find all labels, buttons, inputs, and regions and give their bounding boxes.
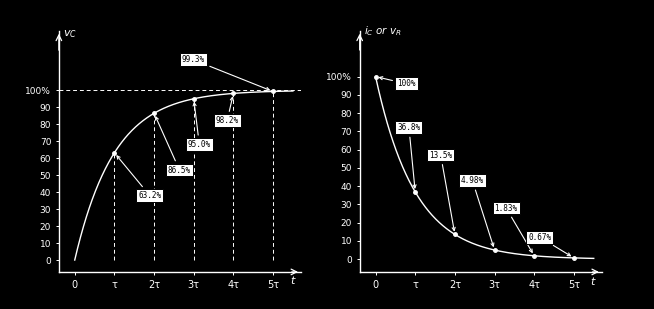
Text: $t$: $t$ — [591, 275, 597, 287]
Text: 95.0%: 95.0% — [188, 103, 211, 149]
Text: 36.8%: 36.8% — [398, 123, 421, 188]
Text: $t$: $t$ — [290, 274, 296, 286]
Text: 99.3%: 99.3% — [182, 55, 269, 90]
Text: 1.83%: 1.83% — [494, 204, 532, 252]
Text: 63.2%: 63.2% — [117, 156, 162, 200]
Text: 4.98%: 4.98% — [461, 176, 494, 246]
Text: 100%: 100% — [379, 77, 416, 88]
Text: $v_C$: $v_C$ — [63, 28, 77, 40]
Text: $i_C$ or $v_R$: $i_C$ or $v_R$ — [364, 24, 402, 38]
Text: 98.2%: 98.2% — [216, 97, 239, 125]
Text: 0.67%: 0.67% — [528, 233, 570, 256]
Text: 13.5%: 13.5% — [429, 150, 455, 231]
Text: 86.5%: 86.5% — [156, 117, 191, 175]
